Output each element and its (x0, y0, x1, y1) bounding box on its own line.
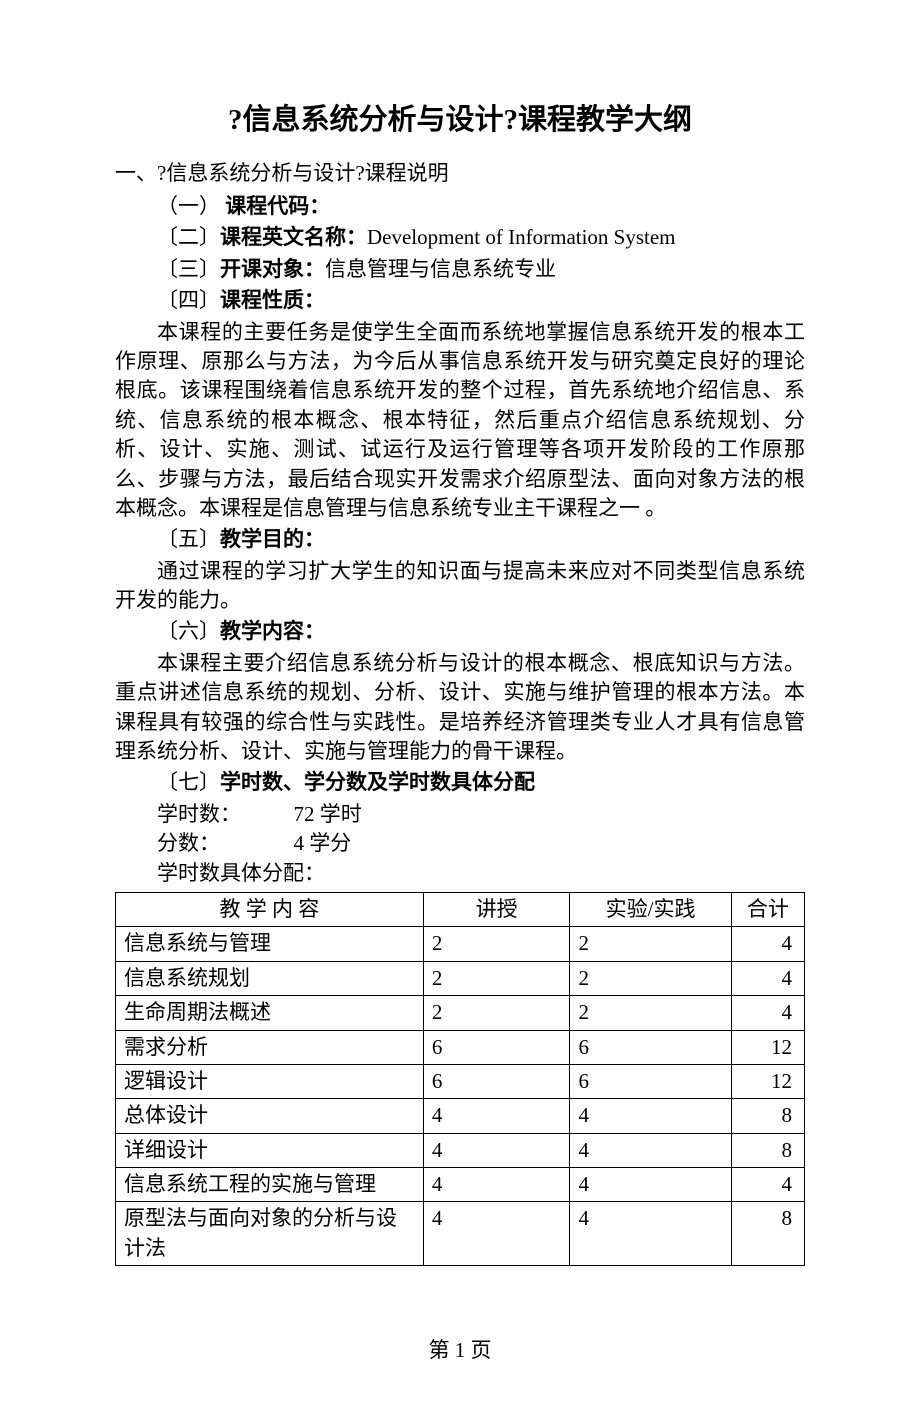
hours-distribution-label: 学时数具体分配： (115, 859, 805, 888)
section-heading: 一、?信息系统分析与设计?课程说明 (115, 159, 805, 188)
table-row: 信息系统与管理224 (116, 927, 805, 961)
cell-lecture: 4 (423, 1202, 570, 1266)
cell-total: 4 (731, 996, 804, 1030)
nature-paragraph: 本课程的主要任务是使学生全面而系统地掌握信息系统开发的根本工作原理、原那么与方法… (115, 318, 805, 524)
cell-lecture: 2 (423, 996, 570, 1030)
item-hours: 〔七〕学时数、学分数及学时数具体分配 (115, 768, 805, 797)
cell-lecture: 6 (423, 1064, 570, 1098)
cell-content: 原型法与面向对象的分析与设计法 (116, 1202, 424, 1266)
item-num: 〔七〕 (157, 770, 220, 794)
cell-lecture: 2 (423, 961, 570, 995)
cell-lab: 4 (570, 1099, 731, 1133)
page-number: 第 1 页 (115, 1336, 805, 1365)
content-paragraph: 本课程主要介绍信息系统分析与设计的根本概念、根底知识与方法。重点讲述信息系统的规… (115, 649, 805, 767)
item-nature: 〔四〕课程性质： (115, 286, 805, 315)
item-target: 〔三〕开课对象：信息管理与信息系统专业 (115, 255, 805, 284)
header-content: 教 学 内 容 (116, 892, 424, 926)
cell-content: 信息系统规划 (116, 961, 424, 995)
cell-lab: 2 (570, 927, 731, 961)
cell-content: 总体设计 (116, 1099, 424, 1133)
table-row: 详细设计448 (116, 1133, 805, 1167)
hours-total: 学时数： 72 学时 (115, 800, 805, 829)
cell-content: 生命周期法概述 (116, 996, 424, 1030)
header-lab: 实验/实践 (570, 892, 731, 926)
item-content: 〔六〕教学内容： (115, 617, 805, 646)
cell-content: 信息系统工程的实施与管理 (116, 1168, 424, 1202)
cell-lab: 6 (570, 1064, 731, 1098)
cell-lab: 4 (570, 1168, 731, 1202)
cell-content: 信息系统与管理 (116, 927, 424, 961)
cell-lab: 2 (570, 996, 731, 1030)
header-lecture: 讲授 (423, 892, 570, 926)
cell-total: 12 (731, 1030, 804, 1064)
table-row: 需求分析6612 (116, 1030, 805, 1064)
item-num: 〔四〕 (157, 288, 220, 312)
item-label: 教学目的： (220, 527, 325, 551)
item-label: 开课对象： (220, 257, 325, 281)
cell-total: 8 (731, 1133, 804, 1167)
table-row: 信息系统工程的实施与管理444 (116, 1168, 805, 1202)
page-title: ?信息系统分析与设计?课程教学大纲 (115, 100, 805, 141)
item-label: 课程性质： (220, 288, 325, 312)
table-row: 原型法与面向对象的分析与设计法448 (116, 1202, 805, 1266)
objective-paragraph: 通过课程的学习扩大学生的知识面与提高未来应对不同类型信息系统开发的能力。 (115, 557, 805, 616)
cell-content: 详细设计 (116, 1133, 424, 1167)
item-num: （一） (157, 194, 220, 218)
cell-content: 需求分析 (116, 1030, 424, 1064)
item-num: 〔五〕 (157, 527, 220, 551)
cell-lecture: 2 (423, 927, 570, 961)
cell-total: 4 (731, 961, 804, 995)
item-english-name: 〔二〕课程英文名称：Development of Information Sys… (115, 223, 805, 252)
cell-lecture: 6 (423, 1030, 570, 1064)
table-row: 信息系统规划224 (116, 961, 805, 995)
cell-lab: 6 (570, 1030, 731, 1064)
header-total: 合计 (731, 892, 804, 926)
cell-content: 逻辑设计 (116, 1064, 424, 1098)
cell-total: 12 (731, 1064, 804, 1098)
cell-lecture: 4 (423, 1133, 570, 1167)
item-course-code: （一） 课程代码： (115, 192, 805, 221)
cell-lecture: 4 (423, 1099, 570, 1133)
table-row: 逻辑设计6612 (116, 1064, 805, 1098)
item-objective: 〔五〕教学目的： (115, 525, 805, 554)
hours-table: 教 学 内 容 讲授 实验/实践 合计 信息系统与管理224信息系统规划224生… (115, 892, 805, 1266)
item-num: 〔三〕 (157, 257, 220, 281)
table-row: 总体设计448 (116, 1099, 805, 1133)
credits: 分数： 4 学分 (115, 829, 805, 858)
cell-lecture: 4 (423, 1168, 570, 1202)
cell-total: 4 (731, 1168, 804, 1202)
item-value: Development of Information System (367, 225, 676, 249)
item-label: 教学内容： (220, 619, 325, 643)
item-label: 课程代码： (225, 194, 330, 218)
cell-lab: 4 (570, 1202, 731, 1266)
item-num: 〔二〕 (157, 225, 220, 249)
table-row: 生命周期法概述224 (116, 996, 805, 1030)
item-value: 信息管理与信息系统专业 (325, 257, 556, 281)
item-num: 〔六〕 (157, 619, 220, 643)
cell-total: 8 (731, 1099, 804, 1133)
cell-total: 8 (731, 1202, 804, 1266)
table-header-row: 教 学 内 容 讲授 实验/实践 合计 (116, 892, 805, 926)
cell-lab: 2 (570, 961, 731, 995)
cell-total: 4 (731, 927, 804, 961)
cell-lab: 4 (570, 1133, 731, 1167)
item-label: 课程英文名称： (220, 225, 367, 249)
item-label: 学时数、学分数及学时数具体分配 (220, 770, 535, 794)
